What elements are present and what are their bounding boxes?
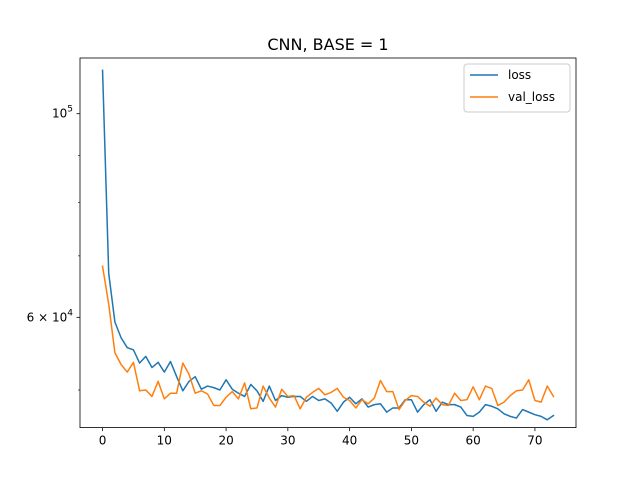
legend: loss val_loss bbox=[463, 63, 571, 113]
chart-title: CNN, BASE = 1 bbox=[267, 35, 388, 54]
y-axis: 105 6 × 104 bbox=[27, 105, 80, 391]
y-tick-label-0: 105 bbox=[52, 105, 73, 121]
x-axis: 0 10 20 30 40 50 60 70 bbox=[99, 427, 543, 448]
axes-frame bbox=[79, 57, 577, 429]
x-tick-label-10: 10 bbox=[157, 434, 172, 448]
x-tick-label-60: 60 bbox=[466, 434, 481, 448]
plot-background bbox=[80, 58, 576, 428]
series-line-loss bbox=[101, 69, 555, 421]
series-layer bbox=[101, 69, 555, 421]
x-tick-label-50: 50 bbox=[404, 434, 419, 448]
x-tick-label-30: 30 bbox=[280, 434, 295, 448]
plot-area bbox=[79, 57, 577, 429]
x-tick-label-20: 20 bbox=[218, 434, 233, 448]
series-line-val-loss bbox=[101, 265, 555, 411]
x-tick-label-70: 70 bbox=[527, 434, 542, 448]
x-tick-label-40: 40 bbox=[342, 434, 357, 448]
y-tick-label-1: 6 × 104 bbox=[27, 308, 74, 324]
legend-label-val-loss: val_loss bbox=[508, 90, 555, 104]
legend-frame bbox=[463, 63, 571, 113]
legend-label-loss: loss bbox=[508, 68, 531, 82]
x-tick-label-0: 0 bbox=[99, 434, 107, 448]
